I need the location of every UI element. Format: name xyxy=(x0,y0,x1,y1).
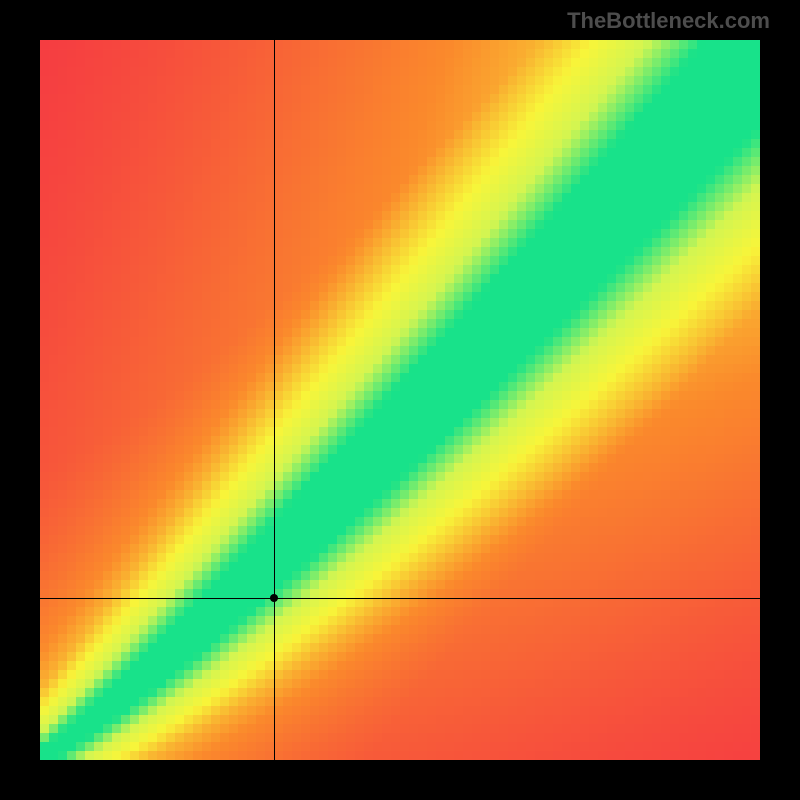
plot-area xyxy=(40,40,760,760)
crosshair-vertical xyxy=(274,40,275,760)
marker-dot xyxy=(270,594,278,602)
chart-container: TheBottleneck.com xyxy=(0,0,800,800)
heatmap-canvas xyxy=(40,40,760,760)
attribution-label: TheBottleneck.com xyxy=(567,8,770,34)
crosshair-horizontal xyxy=(40,598,760,599)
